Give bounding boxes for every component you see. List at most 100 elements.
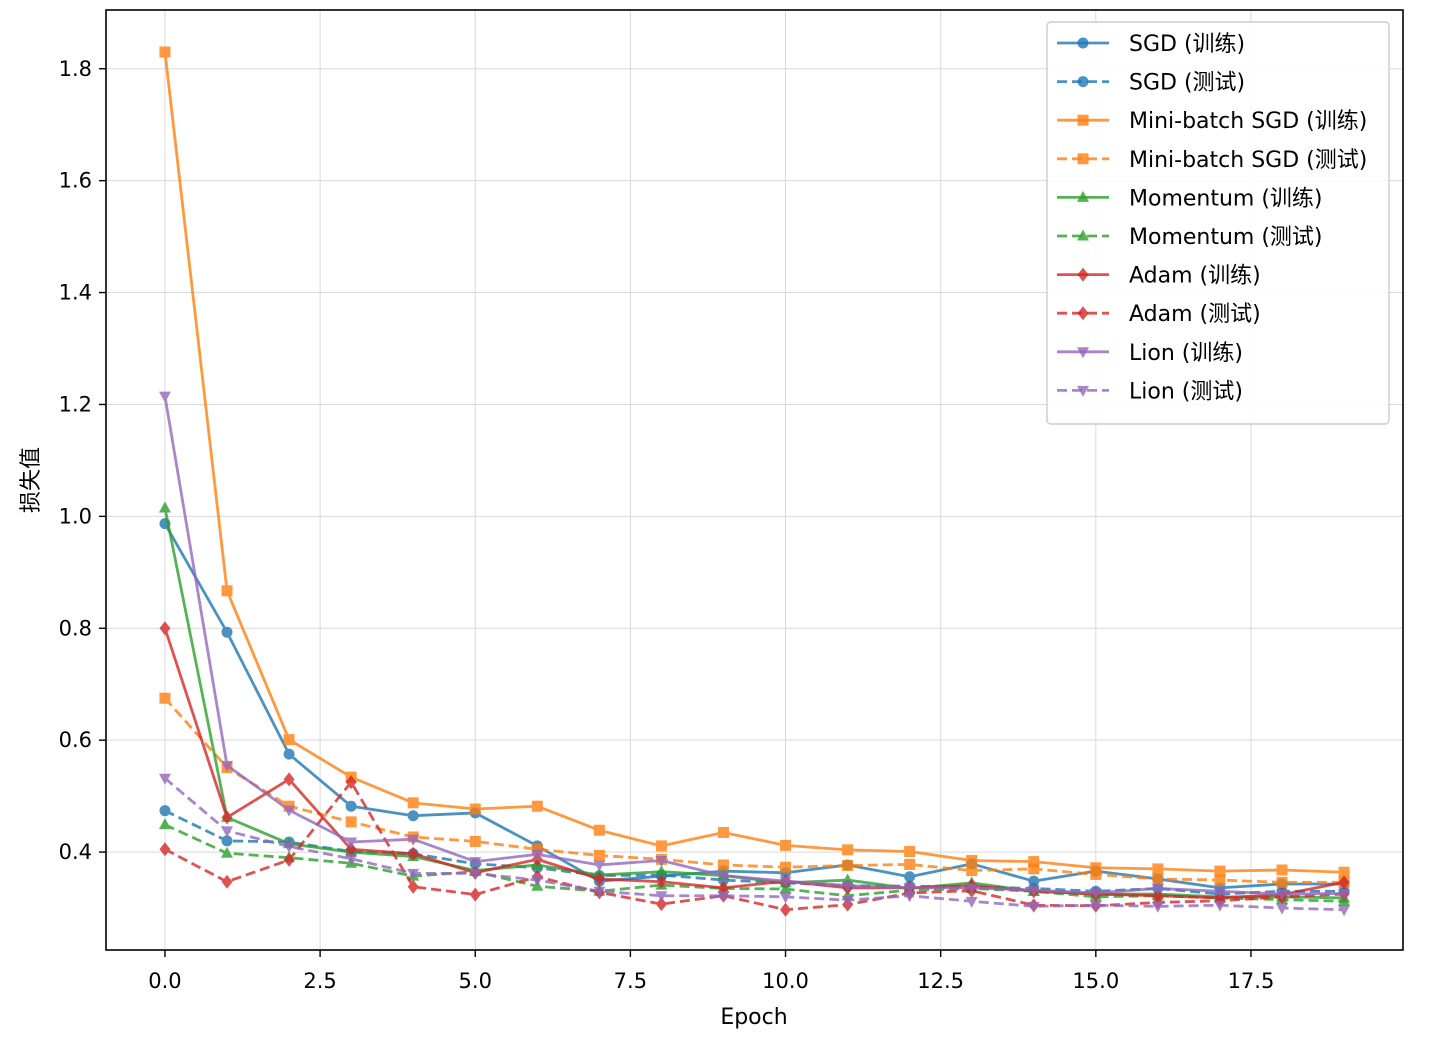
x-tick-label: 15.0	[1072, 969, 1119, 993]
data-point	[1276, 864, 1288, 876]
data-point	[345, 842, 357, 857]
legend-label: Adam (测试)	[1129, 302, 1261, 327]
series-line	[163, 627, 1345, 900]
data-point	[221, 874, 233, 889]
x-tick-label: 2.5	[303, 969, 336, 993]
legend: SGD (训练) SGD (测试) Mini-batch SGD (训练) Mini-…	[1046, 21, 1390, 425]
data-point	[345, 775, 357, 790]
x-axis-label: Epoch	[720, 1005, 787, 1030]
legend-marker	[1077, 76, 1089, 88]
data-point	[283, 772, 295, 787]
legend-item: Momentum (测试)	[1057, 225, 1323, 250]
data-point	[1089, 888, 1102, 900]
y-tick-label: 1.0	[59, 504, 92, 528]
data-point	[965, 896, 978, 908]
legend-item: Lion (测试)	[1057, 379, 1243, 404]
legend-label: Momentum (测试)	[1129, 225, 1323, 250]
data-point	[904, 846, 916, 858]
data-point	[283, 805, 296, 817]
series-line	[163, 697, 1345, 884]
data-point	[469, 857, 482, 869]
data-point	[469, 868, 482, 880]
data-point	[407, 879, 419, 894]
data-point	[1089, 900, 1102, 912]
data-point	[407, 834, 420, 846]
x-tick-label: 12.5	[917, 969, 964, 993]
y-tick-label: 1.8	[59, 57, 92, 81]
data-point	[1214, 874, 1226, 886]
data-point	[345, 816, 357, 828]
series-line	[163, 51, 1345, 874]
data-point	[345, 854, 358, 866]
data-point	[531, 875, 544, 887]
legend-marker	[1077, 37, 1089, 49]
data-point	[593, 824, 605, 836]
data-point	[780, 902, 792, 917]
y-axis-label: 损失值	[19, 447, 44, 513]
data-point	[779, 892, 792, 904]
data-point	[469, 803, 481, 815]
legend-marker	[1077, 306, 1089, 321]
data-point	[158, 773, 171, 785]
data-point	[593, 871, 605, 886]
plot-frame	[105, 9, 1404, 951]
data-point	[842, 860, 854, 872]
data-point	[903, 883, 916, 895]
data-point	[1338, 905, 1351, 917]
legend-label: SGD (测试)	[1129, 71, 1245, 96]
data-point	[221, 626, 233, 638]
legend-item: Adam (测试)	[1057, 302, 1261, 327]
data-point	[221, 810, 233, 825]
data-point	[1152, 863, 1164, 875]
legend-label: Mini-batch SGD (测试)	[1129, 148, 1367, 173]
series-line	[164, 780, 1345, 912]
x-tick-label: 7.5	[614, 969, 647, 993]
data-point	[593, 860, 606, 872]
legend-marker	[1077, 114, 1089, 126]
y-tick-label: 0.6	[59, 728, 92, 752]
legend-item: Adam (训练)	[1057, 264, 1261, 289]
x-tick-label: 5.0	[459, 969, 492, 993]
data-point	[1027, 901, 1040, 913]
data-point	[717, 827, 729, 838]
data-point	[655, 840, 667, 852]
data-point	[965, 883, 978, 895]
data-point	[841, 881, 854, 893]
data-point	[717, 891, 730, 903]
data-point	[159, 621, 171, 636]
data-point	[593, 849, 605, 861]
data-point	[159, 692, 171, 704]
legend-item: SGD (训练)	[1057, 32, 1245, 57]
legend-box	[1046, 21, 1390, 425]
data-point	[159, 842, 171, 857]
x-tick-label: 17.5	[1228, 969, 1275, 993]
data-point	[159, 805, 171, 817]
data-point	[717, 859, 729, 871]
legend-marker	[1077, 153, 1089, 165]
y-tick-label: 1.6	[59, 169, 92, 193]
legend-item: SGD (测试)	[1057, 71, 1245, 96]
series-line	[163, 522, 1345, 890]
data-point	[904, 871, 916, 883]
data-point	[1027, 885, 1040, 897]
series-8	[158, 391, 1351, 901]
data-point	[1213, 900, 1226, 912]
data-point	[1338, 866, 1350, 878]
data-point	[1028, 863, 1040, 875]
data-point	[158, 818, 171, 830]
x-axis: 0.0 2.5 5.0 7.5 10.0 12.5 15.0 17.5	[148, 950, 1274, 993]
data-point	[221, 760, 234, 772]
data-point	[842, 844, 854, 856]
legend-marker	[1077, 190, 1089, 202]
data-point	[1213, 886, 1226, 898]
series-3	[159, 692, 1350, 888]
data-point	[1152, 873, 1164, 885]
data-point	[780, 839, 792, 851]
series-line	[163, 395, 1345, 896]
data-point	[780, 861, 792, 873]
data-point	[779, 876, 792, 888]
data-point	[655, 897, 667, 912]
y-tick-label: 1.4	[59, 281, 92, 305]
data-point	[407, 846, 419, 861]
